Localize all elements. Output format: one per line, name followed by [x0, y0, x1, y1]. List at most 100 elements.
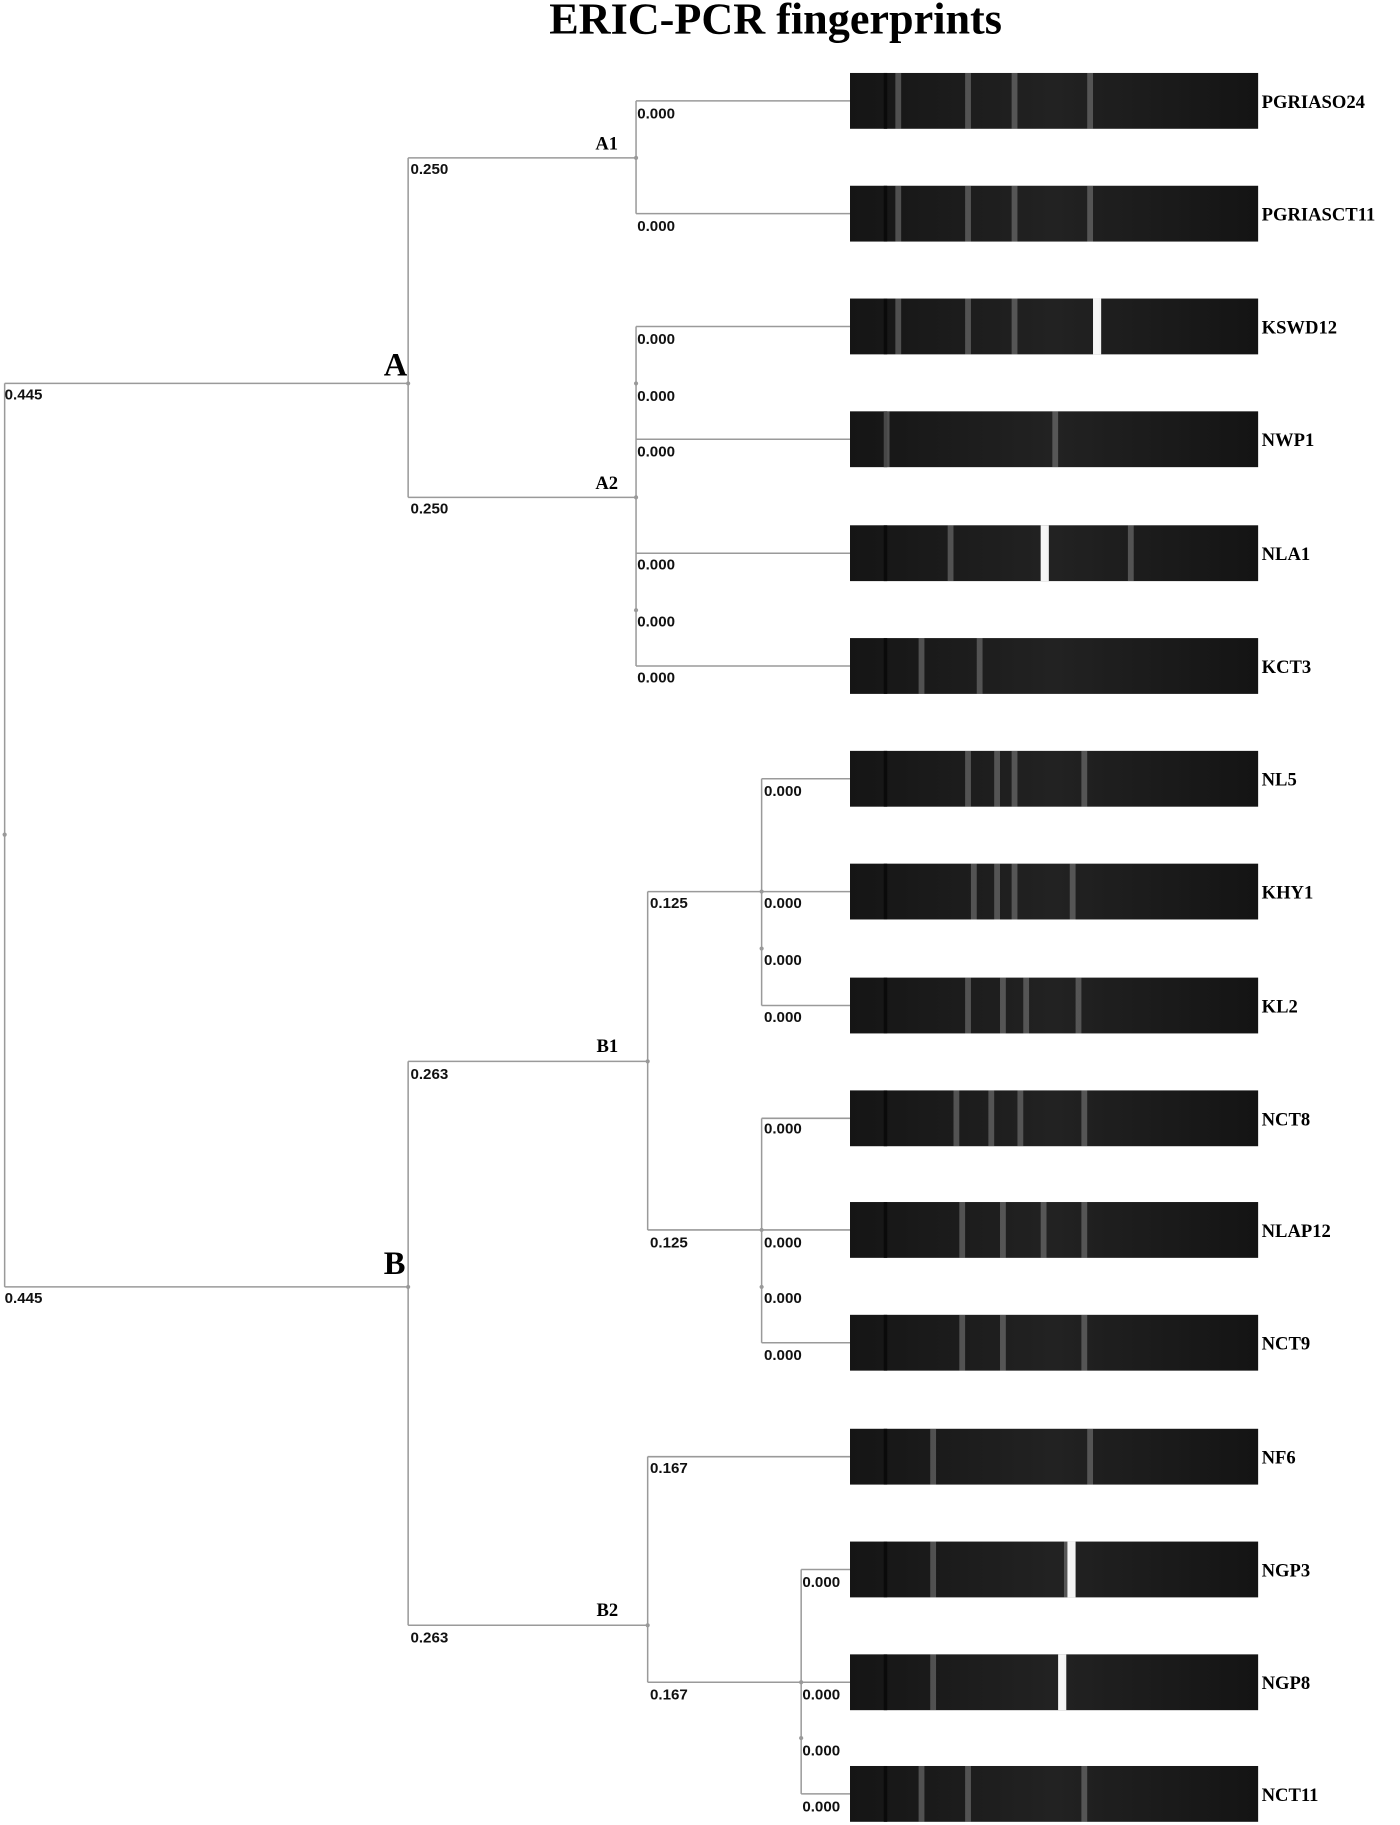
well — [883, 1541, 888, 1598]
well — [883, 525, 888, 582]
node-dot — [633, 381, 639, 386]
gel-lane — [850, 1090, 1259, 1147]
well — [883, 977, 888, 1034]
gel-band — [1067, 1541, 1076, 1598]
node-dot — [799, 1680, 804, 1685]
gel-band — [994, 863, 1000, 920]
branch-length: 0.250 — [410, 501, 448, 518]
node-dot — [406, 381, 411, 386]
gel-band — [1011, 185, 1018, 242]
node-dot — [633, 608, 639, 613]
gel-band — [1011, 72, 1018, 129]
gel-band — [1081, 750, 1088, 807]
node-dot — [799, 1735, 804, 1741]
leaf-label: NCT8 — [1262, 1109, 1311, 1130]
gel-lane — [850, 638, 1259, 694]
branch-length: 0.000 — [764, 952, 802, 969]
gel-band — [953, 1090, 960, 1147]
gel-lane — [850, 1202, 1259, 1258]
branch-length: 0.000 — [637, 331, 675, 348]
node-dot — [633, 495, 639, 500]
gel-band — [1069, 863, 1076, 920]
leaf-label: PGRIASCT11 — [1262, 205, 1376, 226]
gel-band — [1081, 1765, 1088, 1822]
gel-band — [1058, 1654, 1067, 1711]
well — [883, 72, 888, 129]
gel-band — [965, 298, 971, 355]
gel-band — [965, 750, 971, 807]
branch-length: 0.000 — [802, 1687, 840, 1704]
leaf-label: NCT9 — [1262, 1334, 1311, 1355]
gel-band — [965, 977, 971, 1034]
well — [883, 638, 888, 694]
gel-lane — [850, 298, 1259, 355]
gel-band — [965, 72, 971, 129]
gel-band — [970, 863, 977, 920]
gel-band — [1087, 72, 1094, 129]
branch-length: 0.000 — [802, 1574, 840, 1591]
branch-length: 0.000 — [764, 783, 802, 800]
gel-band — [1000, 1314, 1006, 1371]
gel-band — [1087, 1428, 1094, 1485]
gel-band — [895, 298, 902, 355]
gel-lane — [850, 750, 1259, 807]
gel-band — [1052, 411, 1059, 468]
branch-length: 0.000 — [637, 669, 675, 686]
gel-band — [1081, 1090, 1088, 1147]
cluster-label: A — [384, 347, 408, 383]
gel-band — [959, 1314, 966, 1371]
gel-lane — [850, 1541, 1259, 1598]
branch-length: 0.445 — [5, 1290, 43, 1307]
well — [883, 185, 888, 242]
gel-band — [1000, 1202, 1006, 1258]
gel-band — [1011, 863, 1018, 920]
branch-length: 0.125 — [650, 895, 688, 912]
leaf-label: KHY1 — [1262, 883, 1314, 904]
leaf-label: NCT11 — [1262, 1785, 1319, 1806]
branch-length: 0.167 — [650, 1460, 688, 1477]
branch-length: 0.000 — [764, 1009, 802, 1026]
gel-band — [959, 1202, 966, 1258]
gel-band — [1075, 977, 1082, 1034]
branch-length: 0.000 — [637, 388, 675, 405]
gel-band — [918, 1765, 925, 1822]
gel-band — [1093, 298, 1102, 355]
gel-band — [1011, 750, 1018, 807]
gel-band — [895, 72, 902, 129]
leaf-label: NGP8 — [1262, 1673, 1311, 1694]
leaf-label: NWP1 — [1262, 430, 1315, 451]
branch-length: 0.167 — [650, 1687, 688, 1704]
branch-length: 0.000 — [637, 444, 675, 461]
leaf-label: NLA1 — [1262, 544, 1311, 565]
gel-lane — [850, 411, 1259, 468]
branch-length: 0.000 — [764, 1290, 802, 1307]
gel-band — [930, 1541, 937, 1598]
gel-band — [1063, 1541, 1070, 1598]
branch-length: 0.000 — [637, 556, 675, 573]
node-dot — [645, 1059, 650, 1064]
node-dot — [633, 155, 639, 160]
branch-length: 0.125 — [650, 1234, 688, 1251]
branch-length: 0.000 — [802, 1743, 840, 1760]
title: ERIC-PCR fingerprints — [549, 0, 1002, 43]
well — [883, 1428, 888, 1485]
gel-band — [1017, 1090, 1024, 1147]
gel-band — [1000, 977, 1006, 1034]
leaf-label: KSWD12 — [1262, 317, 1337, 338]
cluster-label: A1 — [595, 134, 618, 155]
gel-band — [918, 638, 925, 694]
gel-band — [1040, 1202, 1047, 1258]
gel-band — [965, 1765, 971, 1822]
gel-band — [1040, 525, 1049, 582]
branch-length: 0.000 — [764, 1347, 802, 1364]
node-dot — [759, 946, 764, 951]
gel-lane — [850, 863, 1259, 920]
well — [883, 1314, 888, 1371]
well — [883, 750, 888, 807]
branch-length: 0.000 — [637, 613, 675, 630]
gel-lane — [850, 1428, 1259, 1485]
cluster-label: B2 — [597, 1600, 619, 1621]
gel-band — [883, 411, 890, 468]
well — [883, 1765, 888, 1822]
